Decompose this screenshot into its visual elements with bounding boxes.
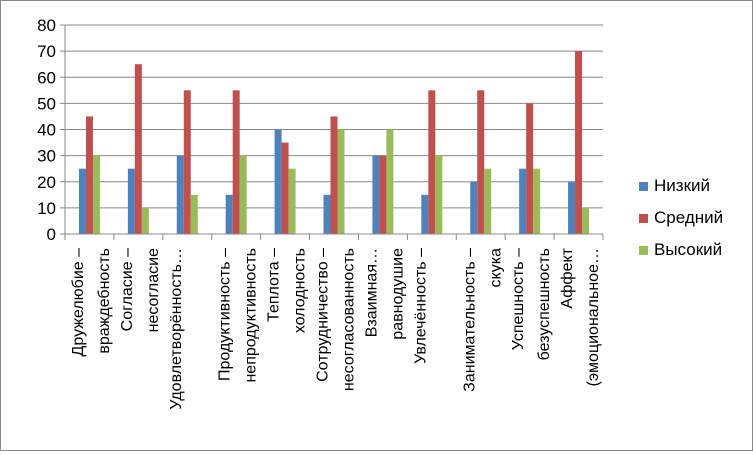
bar-Низкий-8 [470, 181, 478, 234]
y-tick-label: 30 [37, 147, 56, 166]
x-tick-label: несогласованность [341, 248, 358, 391]
x-tick-label: Удовлетворённость… [168, 248, 185, 410]
legend-label: Низкий [654, 176, 710, 195]
bar-Средний-6 [379, 155, 387, 234]
y-tick-label: 60 [37, 68, 56, 87]
bar-Высокий-0 [92, 155, 100, 234]
x-tick-label: безуспешность [536, 248, 553, 360]
x-tick-label: Продуктивность – [217, 248, 234, 381]
x-tick-label: Теплота – [266, 248, 283, 322]
bar-Низкий-5 [323, 194, 331, 234]
legend-swatch [639, 182, 648, 191]
bar-Высокий-9 [533, 168, 541, 234]
y-tick-label: 0 [47, 225, 56, 244]
y-tick-label: 10 [37, 199, 56, 218]
bar-Средний-8 [477, 90, 485, 234]
bar-Средний-1 [134, 64, 142, 234]
bar-Низкий-7 [421, 194, 429, 234]
bar-Средний-4 [281, 142, 289, 234]
bar-Низкий-9 [519, 168, 527, 234]
x-tick-label: враждебность [96, 248, 113, 354]
legend: Низкий Средний Высокий [639, 176, 723, 259]
bar-Низкий-2 [176, 155, 184, 234]
legend-swatch [639, 246, 648, 255]
bar-Низкий-0 [78, 168, 86, 234]
legend-swatch [639, 214, 648, 223]
y-tick-label: 70 [37, 42, 56, 61]
bar-Высокий-8 [484, 168, 492, 234]
bar-Высокий-10 [582, 207, 590, 234]
bar-Средний-7 [428, 90, 436, 234]
bar-Высокий-4 [288, 168, 296, 234]
x-tick-label: скука [487, 248, 504, 288]
bar-Высокий-5 [337, 129, 345, 234]
bar-Средний-2 [183, 90, 191, 234]
bar-Низкий-1 [127, 168, 135, 234]
axes [60, 24, 604, 240]
bar-Средний-0 [85, 116, 93, 234]
x-tick-label: Взаимная… [363, 248, 380, 337]
bar-Низкий-3 [225, 194, 233, 234]
x-tick-label: Успешность – [510, 248, 527, 350]
x-tick-label: (эмоциональное… [585, 248, 602, 386]
bar-Низкий-4 [274, 129, 282, 234]
x-tick-label: Занимательность – [461, 248, 478, 392]
x-tick-label: несогласие [145, 248, 162, 332]
bar-Средний-10 [575, 51, 583, 234]
x-tick-label: Сотрудничество – [315, 248, 332, 382]
bar-Высокий-2 [190, 194, 198, 234]
bar-Высокий-3 [239, 155, 247, 234]
y-tick-label: 50 [37, 94, 56, 113]
y-tick-labels: 0 10 20 30 40 50 60 70 80 [37, 16, 56, 244]
x-tick-label: Дружелюбие – [70, 248, 87, 357]
x-tick-label: равнодушие [389, 248, 406, 340]
legend-label: Высокий [654, 240, 722, 259]
bar-Низкий-10 [568, 181, 576, 234]
x-tick-labels: Дружелюбие – враждебность Согласие – несогл… [70, 247, 602, 409]
x-tick-label: Увлечённость – [412, 248, 429, 364]
x-tick-label: непродуктивность [243, 248, 260, 383]
bar-Высокий-7 [435, 155, 443, 234]
bar-Средний-3 [232, 90, 240, 234]
y-tick-label: 80 [37, 16, 56, 35]
y-tick-label: 40 [37, 121, 56, 140]
bar-Низкий-6 [372, 155, 380, 234]
bar-Средний-5 [330, 116, 338, 234]
y-tick-label: 20 [37, 173, 56, 192]
x-tick-label: Согласие – [119, 248, 136, 331]
bar-Высокий-6 [386, 129, 394, 234]
bar-Средний-9 [526, 103, 534, 234]
bars [78, 51, 590, 234]
bar-Высокий-1 [141, 207, 149, 234]
x-tick-label: холодность [292, 248, 309, 333]
legend-label: Средний [654, 208, 723, 227]
x-tick-label: Аффект [559, 247, 576, 308]
